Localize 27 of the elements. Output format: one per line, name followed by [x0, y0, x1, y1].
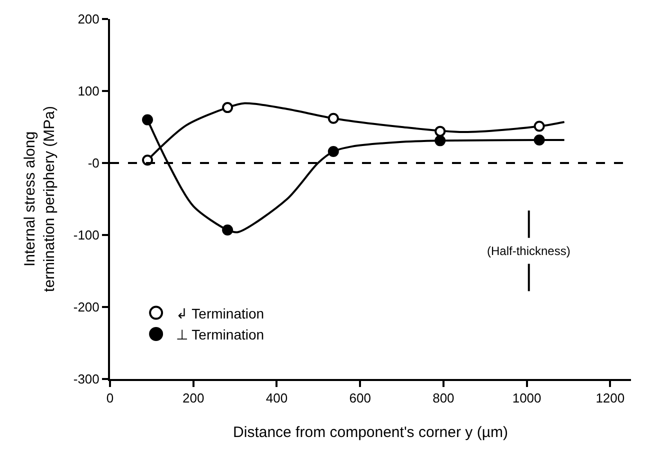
y-tick-label: -100	[73, 228, 100, 243]
legend-label: ↲ Termination	[176, 305, 264, 322]
x-tick-label: 200	[182, 390, 204, 406]
x-tick-label: 400	[266, 390, 288, 406]
x-tick-label: 0	[106, 390, 114, 406]
point	[328, 146, 339, 157]
point	[534, 120, 545, 132]
legend-label: ⊥ Termination	[176, 326, 264, 342]
point	[222, 224, 234, 236]
point	[328, 112, 339, 124]
y-axis-title: Internal stress along termination periphery (MPa)	[22, 106, 58, 292]
x-axis-title: Distance from component's corner y (µm)	[233, 424, 508, 442]
point	[434, 135, 446, 146]
y-tick-label: 100	[78, 84, 100, 99]
point	[534, 134, 545, 146]
y-tick-label: -300	[73, 372, 100, 387]
x-tick-label: 800	[432, 390, 454, 406]
point	[222, 102, 234, 114]
x-tick-label: 1000	[512, 390, 542, 406]
annotation: (Half-thickness)	[487, 244, 570, 258]
y-tick-label: 200	[78, 12, 100, 27]
y-tick-label: -0	[88, 156, 100, 171]
point	[142, 114, 154, 126]
y-tick-label: -200	[73, 300, 100, 315]
x-tick-label: 1200	[596, 390, 625, 406]
point	[434, 126, 446, 137]
x-tick-label: 600	[349, 390, 371, 406]
